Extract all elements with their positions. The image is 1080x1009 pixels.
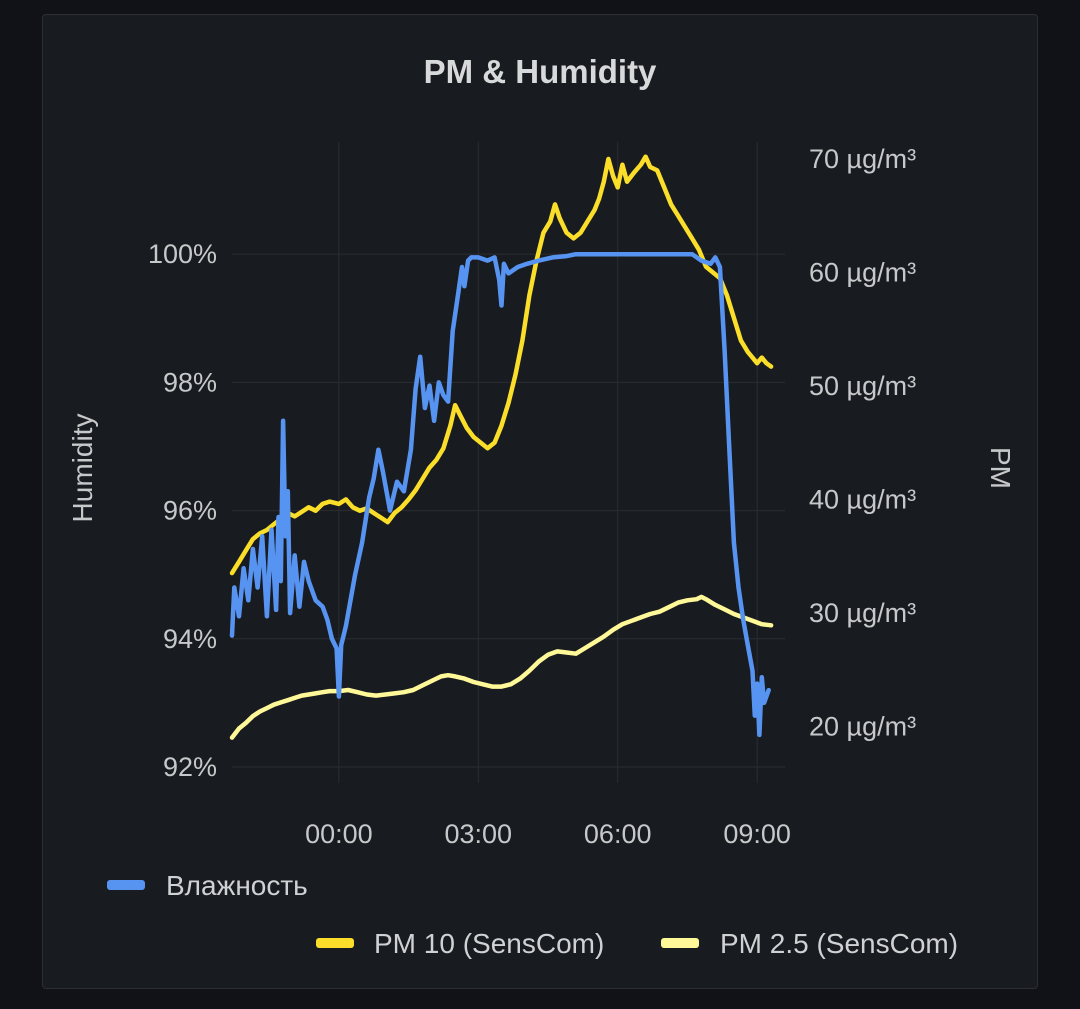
- y-right-axis-label: PM: [985, 447, 1016, 489]
- y-left-axis-label: Humidity: [67, 414, 98, 523]
- legend-label-pm25: PM 2.5 (SensCom): [720, 928, 958, 959]
- y-right-tick-label: 30 µg/m³: [809, 598, 916, 628]
- series-line-pm10: [229, 154, 774, 576]
- x-tick-label: 00:00: [305, 819, 373, 849]
- legend-item-pm25[interactable]: PM 2.5 (SensCom): [661, 928, 958, 959]
- legend-label-humidity: Влажность: [166, 870, 308, 901]
- series-line-humidity: [229, 251, 771, 738]
- y-right-tick-label: 20 µg/m³: [809, 711, 916, 741]
- series-lines: [229, 154, 774, 740]
- legend-swatch-humidity: [107, 880, 145, 890]
- y-right-tick-label: 70 µg/m³: [809, 144, 916, 174]
- x-tick-label: 03:00: [445, 819, 513, 849]
- legend-swatch-pm10: [316, 938, 354, 948]
- legend-item-humidity[interactable]: Влажность: [107, 870, 308, 901]
- series-line-pm25: [229, 594, 774, 740]
- y-left-tick-label: 92%: [163, 752, 217, 782]
- chart-panel: PM & Humidity: [42, 14, 1038, 989]
- y-right-tick-label: 40 µg/m³: [809, 484, 916, 514]
- y-left-tick-label: 96%: [163, 496, 217, 526]
- y-right-axis-ticks: 20 µg/m³ 30 µg/m³ 40 µg/m³ 50 µg/m³ 60 µg/m³…: [809, 144, 916, 741]
- y-left-tick-label: 94%: [163, 624, 217, 654]
- y-left-tick-label: 98%: [163, 367, 217, 397]
- y-left-tick-label: 100%: [148, 239, 217, 269]
- y-left-axis-ticks: 92% 94% 96% 98% 100%: [148, 239, 217, 782]
- x-tick-label: 09:00: [723, 819, 791, 849]
- legend-swatch-pm25: [661, 938, 699, 948]
- x-tick-label: 06:00: [584, 819, 652, 849]
- y-right-tick-label: 60 µg/m³: [809, 257, 916, 287]
- legend-label-pm10: PM 10 (SensCom): [374, 928, 604, 959]
- panel-title: PM & Humidity: [423, 53, 657, 90]
- x-axis-ticks: 00:00 03:00 06:00 09:00: [305, 819, 791, 849]
- y-right-tick-label: 50 µg/m³: [809, 371, 916, 401]
- legend-item-pm10[interactable]: PM 10 (SensCom): [316, 928, 604, 959]
